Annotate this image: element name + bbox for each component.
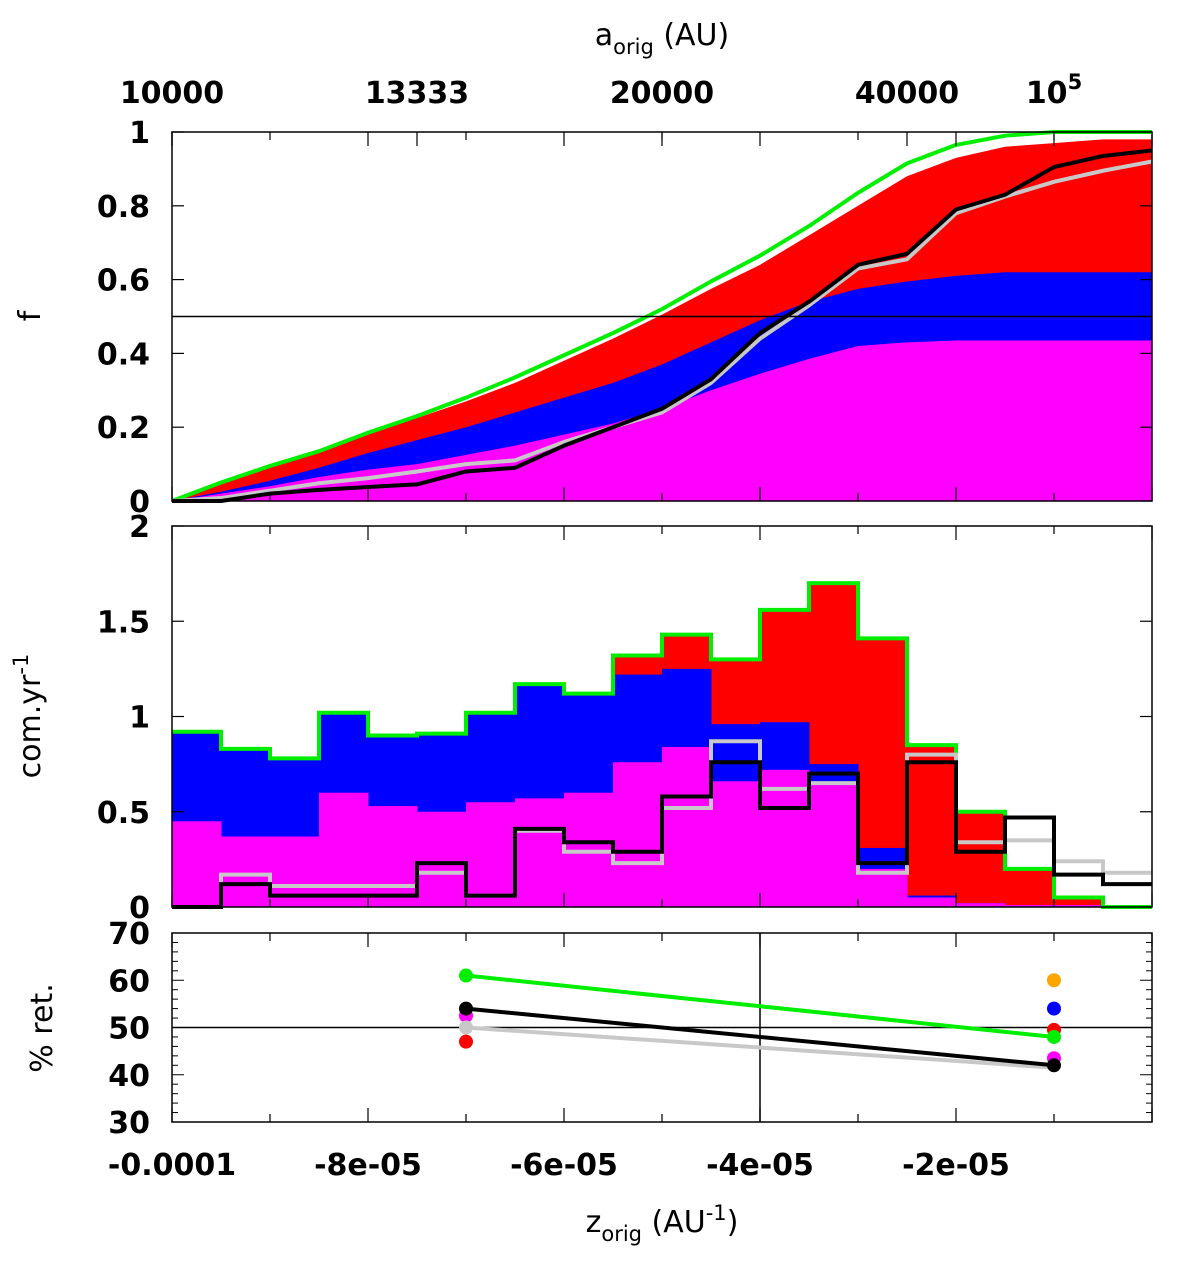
retention-point-blue [1047,1001,1061,1016]
rate-bar-magenta [1054,905,1104,907]
rate-ytick-label: 1 [129,701,150,736]
top-axis-tick-label-main: 10 [1026,76,1068,111]
top-axis-tick-label-main: 20000 [610,76,714,111]
cumulative-ytick-label: 0.2 [97,411,150,446]
rate-ytick-label: 2 [129,510,150,545]
rate-bar-magenta [319,792,369,907]
rate-bar-red [907,745,957,907]
rate-bar-red [1054,897,1104,907]
top-axis-tick-label-main: 10000 [120,76,224,111]
cumulative-ytick-label: 0.8 [97,190,150,225]
rate-y-label-sup: -1 [9,654,33,675]
top-axis-tick-label-sup: 5 [1068,70,1083,94]
bottom-axis-tick-label: -6e-05 [510,1148,618,1183]
retention-point-red [459,1034,473,1049]
rate-bar-magenta [417,811,467,907]
top-axis-tick-label: 20000 [610,76,714,111]
bottom-axis-title-unit-close: ) [727,1205,739,1240]
rate-y-label-main: com.yr [13,674,48,778]
rate-bar-magenta [809,785,859,907]
bottom-axis-title-unit-sup: -1 [706,1201,727,1225]
cumulative-plot-area [171,130,1153,503]
cumulative-area-magenta [172,340,1152,501]
retention-point-green [459,968,473,983]
cumulative-ytick-label: 0.4 [97,337,150,372]
retention-ytick-label: 40 [108,1059,150,1094]
retention-plot-area [172,933,1152,1122]
rate-bar-red [956,811,1006,907]
cumulative-line-green [171,130,1152,503]
top-axis-tick-label-main: 40000 [855,76,959,111]
bottom-axis-tick-label: -2e-05 [902,1148,1010,1183]
cumulative-line-gray [171,159,1153,503]
top-axis-tick-label-main: 13333 [365,76,469,111]
rate-bar-magenta [760,769,810,907]
retention-point-orange [1047,973,1061,988]
rate-step-black [172,760,1152,909]
cumulative-fraction-panel: 0 0.2 0.4 0.6 0.8 1 10000 13333 20000 40000 105 f [13,70,1153,520]
retention-ytick-label: 30 [108,1106,150,1141]
top-axis-title-main: a [595,18,613,53]
retention-y-label: % ret. [25,983,60,1072]
rate-bar-magenta [172,821,222,907]
retention-point-green [1047,1029,1061,1044]
bottom-axis-title: zorig (AU-1) [586,1201,739,1246]
retention-line-green [465,973,1055,1039]
bottom-axis-title-main: z [586,1205,602,1240]
top-axis-tick-label: 13333 [365,76,469,111]
rate-ytick-label: 1.5 [97,605,150,640]
retention-ytick-label: 60 [108,964,150,999]
bottom-axis-tick-label: -4e-05 [706,1148,814,1183]
rate-bar-magenta [907,897,957,907]
retention-point-black [1047,1058,1061,1073]
top-axis-title-sub: orig [613,35,654,59]
top-axis-tick-label: 40000 [855,76,959,111]
retention-point-gray [459,1020,473,1035]
rate-bar-magenta [956,903,1006,907]
top-axis-title: aorig (AU) [595,18,729,59]
cumulative-ytick-label: 1 [129,116,150,151]
rate-panel: 0 0.5 1 1.5 2 com.yr-1 [9,510,1153,926]
rate-bar-magenta [515,798,565,907]
top-axis-title-unit: (AU) [654,18,729,53]
rate-plot-area [172,581,1152,909]
bottom-axis-title-unit-open: (AU [642,1205,706,1240]
cumulative-ytick-label: 0 [129,485,150,520]
top-axis-tick-label: 105 [1026,70,1082,111]
rate-bar-magenta [221,836,271,907]
retention-panel: 30 40 50 60 70 -0.0001 -8e-05 -6e-05 -4e-05 -2e-0… [25,917,1153,1183]
rate-bar-magenta [858,868,908,907]
retention-ytick-label: 50 [108,1012,150,1047]
rate-ytick-label: 0.5 [97,796,150,831]
retention-line-black [465,1006,1055,1068]
rate-ytick-label: 0 [129,891,150,926]
rate-bar-magenta [662,746,712,907]
rate-step-gray [172,739,1152,909]
rate-bar-magenta [613,762,663,907]
cumulative-line-black [172,148,1153,503]
cumulative-ytick-label: 0.6 [97,264,150,299]
cumulative-axes: 0 0.2 0.4 0.6 0.8 1 10000 13333 20000 40000 105 [97,70,1153,520]
rate-bar-red [1005,868,1055,907]
rate-step-green [172,581,1152,909]
retention-axes: 30 40 50 60 70 -0.0001 -8e-05 -6e-05 -4e-05 -2e-0… [108,917,1153,1183]
rate-axes: 0 0.5 1 1.5 2 [97,510,1153,926]
rate-bar-magenta [1005,905,1055,907]
bottom-axis-tick-label: -8e-05 [314,1148,422,1183]
rate-bar-magenta [466,802,516,907]
top-axis-tick-label: 10000 [120,76,224,111]
rate-y-label: com.yr-1 [9,654,48,779]
rate-bar-magenta [711,781,761,907]
retention-ytick-label: 70 [108,917,150,952]
cumulative-y-label: f [13,309,48,321]
bottom-axis-tick-label: -0.0001 [108,1148,236,1183]
bottom-axis-title-sub: orig [601,1222,642,1246]
rate-bar-magenta [368,806,418,907]
retention-point-black [459,1001,473,1016]
retention-line-gray [465,1025,1055,1070]
